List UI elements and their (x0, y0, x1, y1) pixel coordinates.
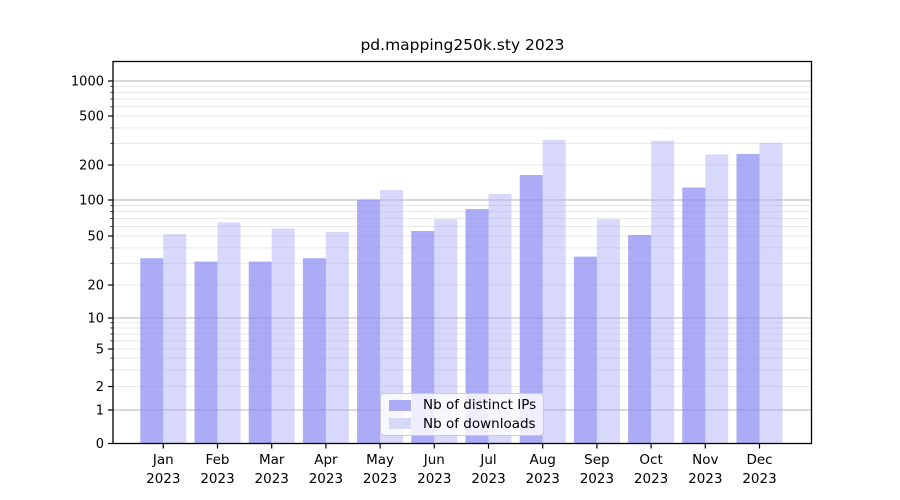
y-tick-label-200: 200 (79, 159, 104, 174)
bar-distinct-ips-aug (519, 175, 543, 444)
y-ticks: 0 1 2 5 10 20 50 100 200 500 1000 (71, 75, 113, 452)
bar-distinct-ips-feb (194, 261, 218, 444)
y-ticks-minor (110, 85, 113, 387)
legend-item-distinct-ips: Nb of distinct IPs (381, 397, 543, 413)
legend-label-distinct-ips: Nb of distinct IPs (423, 397, 537, 414)
y-tick-label-500: 500 (79, 110, 104, 125)
y-tick-label-5: 5 (96, 343, 104, 358)
x-tick-label-oct: Oct 2023 (634, 452, 668, 487)
legend-swatch-downloads (389, 418, 411, 429)
bar-distinct-ips-sep (573, 256, 597, 444)
y-tick-label-2: 2 (96, 380, 104, 395)
x-tick-label-mar: Mar 2023 (255, 452, 289, 487)
x-tick-label-jan: Jan 2023 (146, 452, 180, 487)
legend: Nb of distinct IPs Nb of downloads (380, 393, 544, 436)
x-tick-label-dec: Dec 2023 (742, 452, 776, 487)
x-tick-label-apr: Apr 2023 (309, 452, 343, 487)
bar-distinct-ips-mar (248, 261, 272, 444)
bar-distinct-ips-dec (736, 153, 760, 444)
bar-downloads-oct (651, 140, 675, 444)
y-tick-label-10: 10 (87, 312, 104, 327)
bar-downloads-apr (325, 232, 349, 444)
y-tick-label-50: 50 (87, 230, 104, 245)
y-tick-label-20: 20 (87, 279, 104, 294)
bar-downloads-jun (434, 219, 458, 444)
x-tick-label-sep: Sep 2023 (580, 452, 614, 487)
x-tick-label-may: May 2023 (363, 452, 397, 487)
bar-downloads-nov (705, 154, 729, 444)
bar-downloads-jul (488, 193, 512, 444)
bar-distinct-ips-jul (465, 209, 489, 444)
bar-downloads-aug (542, 139, 566, 444)
bar-distinct-ips-nov (682, 187, 706, 444)
bar-downloads-feb (217, 222, 241, 444)
legend-swatch-distinct-ips (389, 400, 411, 411)
bar-downloads-sep (596, 219, 620, 444)
legend-item-downloads: Nb of downloads (381, 416, 543, 432)
bars (140, 139, 783, 444)
x-tick-label-aug: Aug 2023 (526, 452, 560, 487)
chart-title: pd.mapping250k.sty 2023 (360, 36, 565, 54)
bar-downloads-mar (271, 228, 295, 444)
axes-frame (112, 60, 813, 445)
bar-distinct-ips-oct (628, 234, 652, 444)
bar-downloads-dec (759, 142, 783, 444)
x-ticks: Jan 2023 Feb 2023 Mar 2023 Apr 2023 May 2023 Jun 20… (146, 443, 777, 487)
y-tick-label-1: 1 (96, 404, 104, 419)
bar-distinct-ips-may (357, 199, 381, 444)
x-tick-label-jul: Jul 2023 (471, 452, 505, 487)
x-tick-label-jun: Jun 2023 (417, 452, 451, 487)
legend-label-downloads: Nb of downloads (423, 415, 536, 432)
bar-distinct-ips-apr (302, 258, 326, 444)
bar-downloads-may (380, 189, 404, 444)
bar-distinct-ips-jun (411, 231, 435, 444)
y-tick-label-1000: 1000 (71, 75, 104, 90)
bar-downloads-jan (163, 233, 187, 444)
y-tick-label-100: 100 (79, 194, 104, 209)
bar-distinct-ips-jan (140, 258, 164, 444)
x-tick-label-nov: Nov 2023 (688, 452, 722, 487)
y-tick-label-0: 0 (96, 437, 104, 452)
x-tick-label-feb: Feb 2023 (200, 452, 234, 487)
